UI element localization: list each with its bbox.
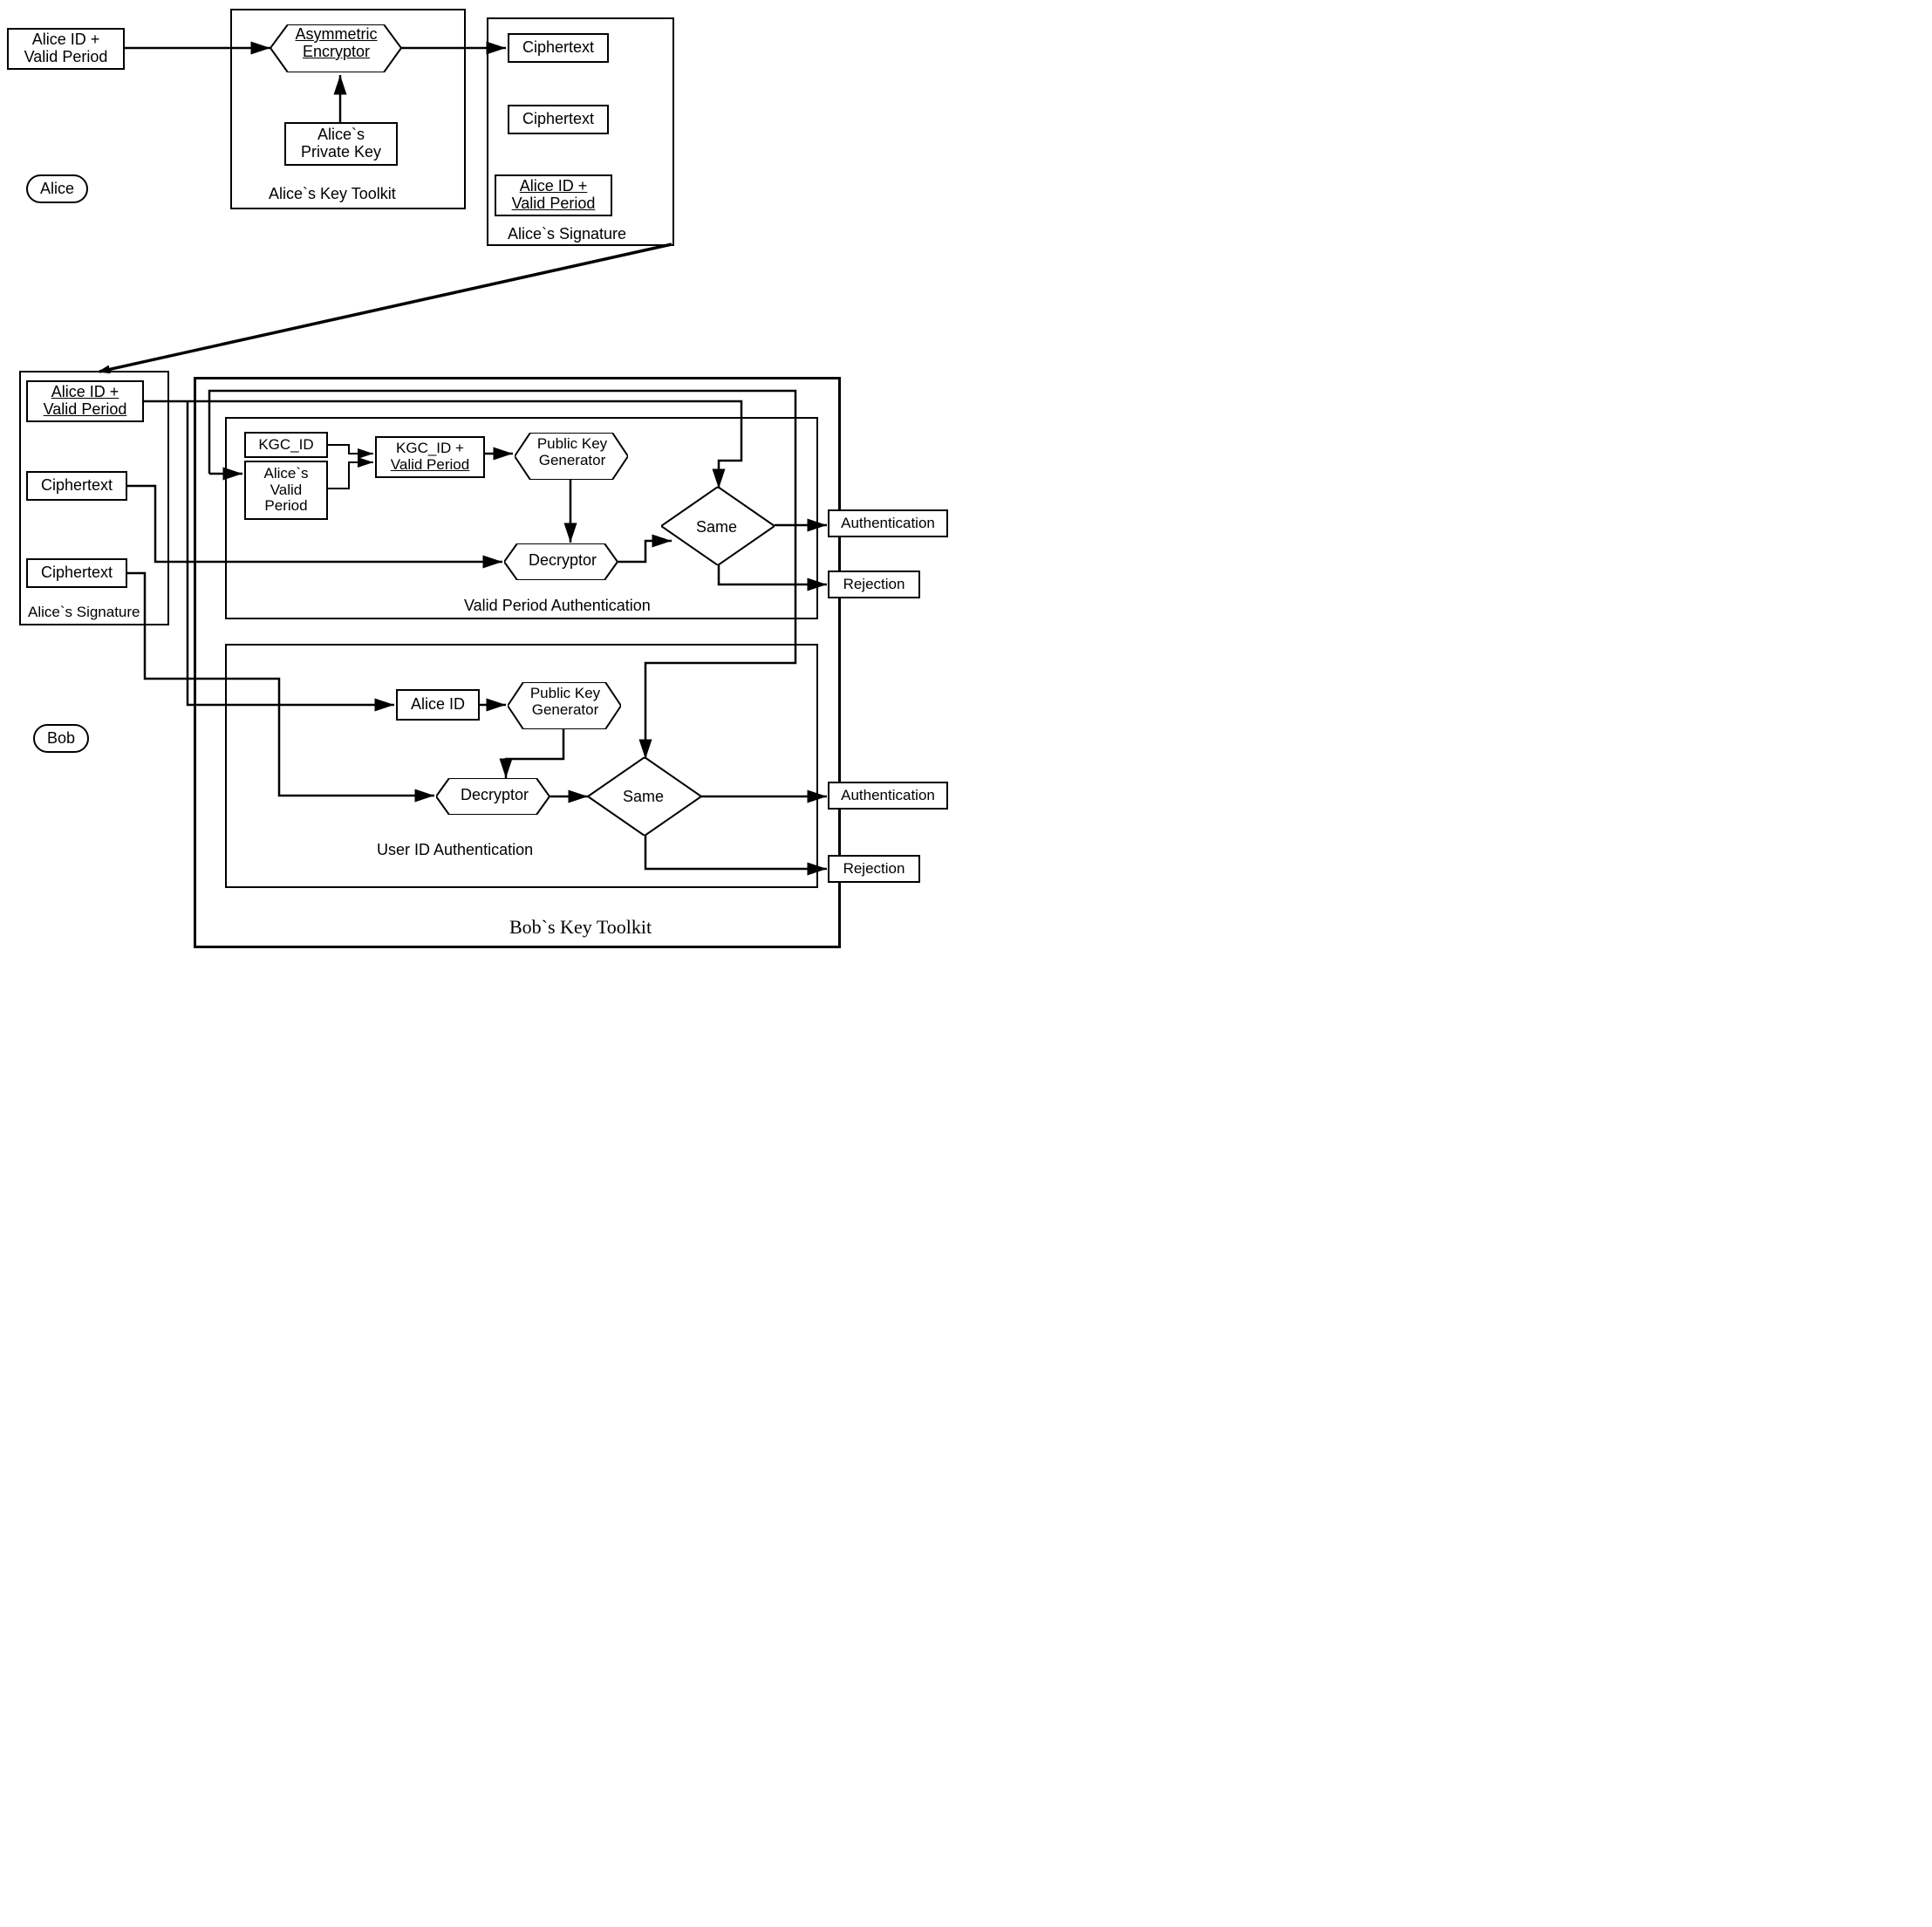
node-label: Public Key Generator — [530, 436, 614, 468]
node-ciphertext-left-1: Ciphertext — [26, 471, 127, 501]
node-label: Ciphertext — [41, 477, 113, 495]
node-label: Asymmetric Encryptor — [286, 26, 386, 61]
node-label: Same — [696, 518, 737, 536]
node-authentication-1: Authentication — [828, 509, 948, 537]
label-alice-signature-top: Alice`s Signature — [508, 225, 626, 243]
node-ciphertext-1: Ciphertext — [508, 33, 609, 63]
node-label: Alice`s Private Key — [291, 126, 391, 161]
node-label: Same — [623, 788, 664, 806]
pill-bob: Bob — [33, 724, 89, 753]
label-user-id-auth: User ID Authentication — [377, 841, 533, 859]
node-alice-id-valid-1: Alice ID + Valid Period — [7, 28, 125, 70]
node-label: Decryptor — [455, 786, 534, 804]
node-label: Ciphertext — [41, 564, 113, 582]
node-label: KGC_ID — [258, 437, 313, 454]
node-label: KGC_ID + Valid Period — [382, 441, 478, 473]
label-bob-key-toolkit: Bob`s Key Toolkit — [509, 916, 652, 939]
node-label: Alice ID + Valid Period — [33, 384, 137, 419]
node-label: Ciphertext — [522, 39, 594, 57]
node-label: Rejection — [843, 577, 905, 593]
pill-alice: Alice — [26, 174, 88, 203]
node-label: Alice`s Valid Period — [251, 466, 321, 515]
node-alice-id-valid-left: Alice ID + Valid Period — [26, 380, 144, 422]
node-ciphertext-2: Ciphertext — [508, 105, 609, 134]
node-ciphertext-left-2: Ciphertext — [26, 558, 127, 588]
label-valid-period-auth: Valid Period Authentication — [464, 597, 651, 615]
node-authentication-2: Authentication — [828, 782, 948, 810]
node-kgc-id-valid: KGC_ID + Valid Period — [375, 436, 485, 478]
label-alice-signature-left: Alice`s Signature — [28, 604, 140, 621]
node-label: Alice ID — [411, 696, 465, 714]
node-rejection-1: Rejection — [828, 571, 920, 598]
node-kgc-id: KGC_ID — [244, 432, 328, 458]
pill-label: Alice — [40, 180, 74, 198]
diagram-canvas: Alice ID + Valid Period Alice`s Key Tool… — [0, 0, 966, 964]
node-label: Ciphertext — [522, 111, 594, 128]
node-label: Authentication — [841, 788, 935, 804]
label-alice-key-toolkit: Alice`s Key Toolkit — [269, 185, 396, 203]
node-alice-valid-period: Alice`s Valid Period — [244, 461, 328, 520]
node-label: Rejection — [843, 861, 905, 878]
node-label: Public Key Generator — [523, 686, 607, 718]
node-label: Alice ID + Valid Period — [14, 31, 118, 66]
node-label: Authentication — [841, 516, 935, 532]
node-label: Alice ID + Valid Period — [502, 178, 605, 213]
node-rejection-2: Rejection — [828, 855, 920, 883]
node-label: Decryptor — [523, 551, 602, 570]
node-alice-private-key: Alice`s Private Key — [284, 122, 398, 166]
node-alice-id-valid-sig: Alice ID + Valid Period — [495, 174, 612, 216]
node-alice-id: Alice ID — [396, 689, 480, 721]
pill-label: Bob — [47, 729, 75, 748]
